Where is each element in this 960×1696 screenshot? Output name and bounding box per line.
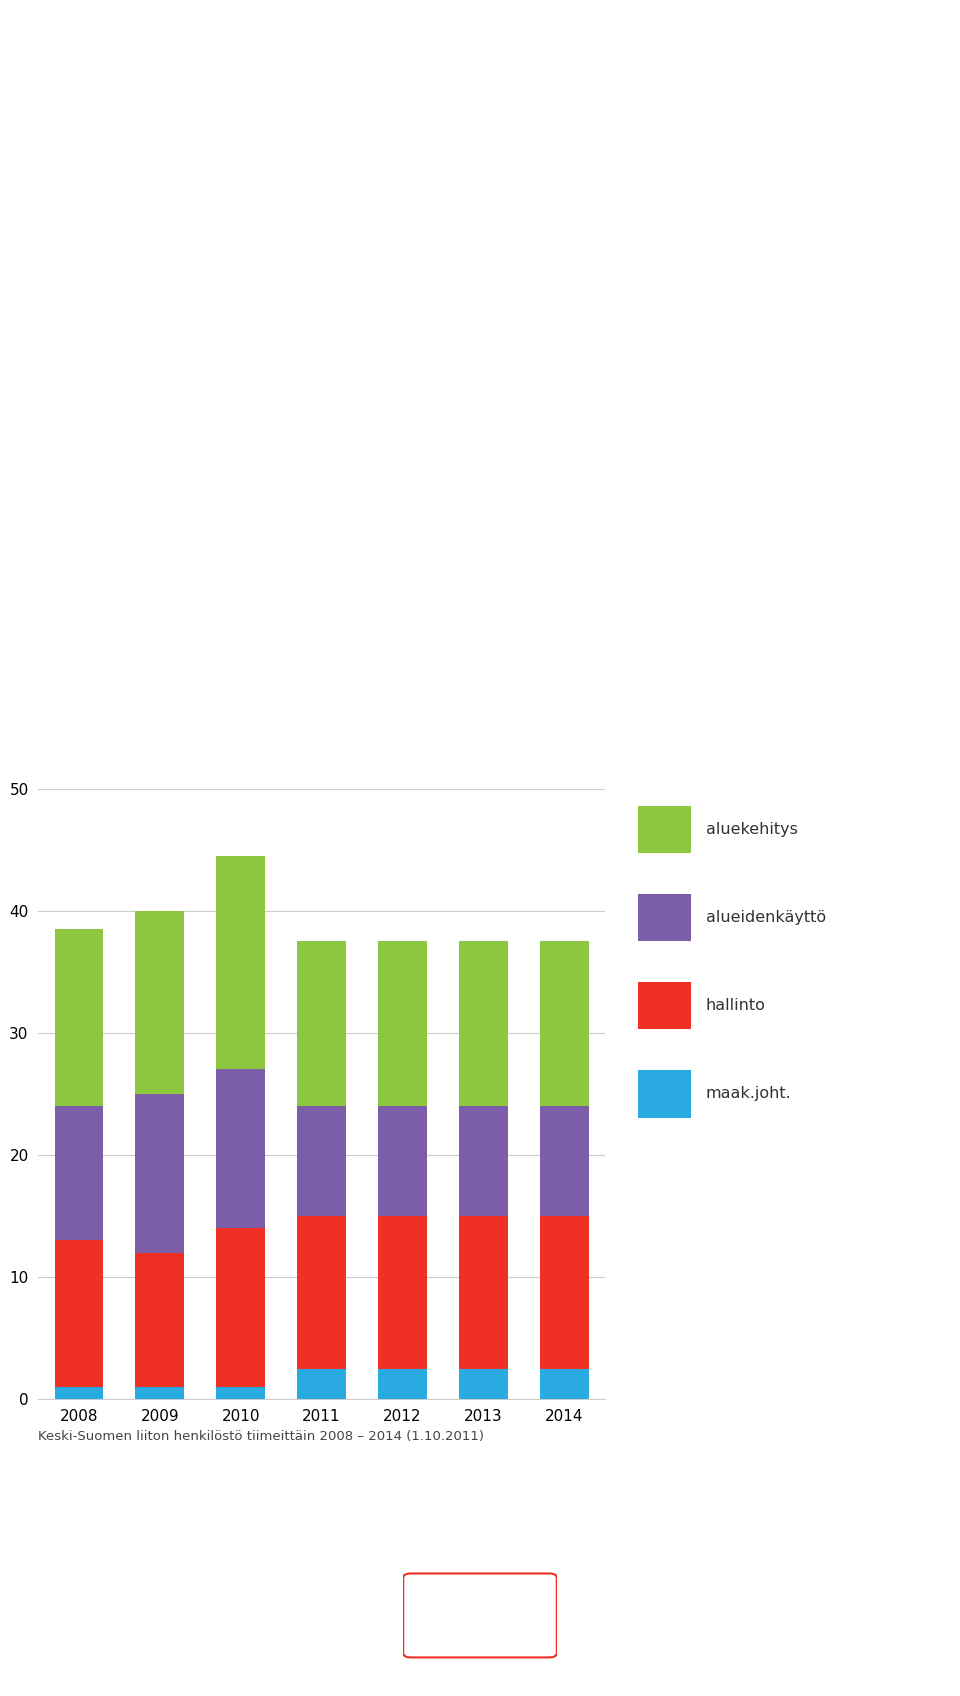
Bar: [459, 1106, 508, 1216]
Bar: [459, 1369, 508, 1399]
Bar: [540, 1106, 588, 1216]
Bar: [298, 941, 346, 1106]
Bar: [540, 1216, 588, 1369]
Bar: [378, 1369, 427, 1399]
Text: alueidenkäyttö: alueidenkäyttö: [706, 911, 826, 924]
Bar: [216, 1070, 265, 1228]
Bar: [216, 1228, 265, 1387]
Bar: [378, 1216, 427, 1369]
Text: Keski-Suomen liiton henkilöstö tiimeittäin 2008 – 2014 (1.10.2011): Keski-Suomen liiton henkilöstö tiimeittä…: [38, 1430, 485, 1443]
Text: maak.joht.: maak.joht.: [706, 1087, 791, 1101]
Bar: [540, 1369, 588, 1399]
Bar: [540, 941, 588, 1106]
Bar: [55, 1387, 103, 1399]
Text: aluekehitys: aluekehitys: [706, 823, 798, 836]
Bar: [55, 1106, 103, 1240]
Text: hallinto: hallinto: [706, 999, 765, 1013]
Bar: [298, 1216, 346, 1369]
Bar: [135, 1094, 184, 1253]
Bar: [459, 941, 508, 1106]
Bar: [378, 1106, 427, 1216]
Bar: [55, 1240, 103, 1387]
Bar: [216, 856, 265, 1070]
Text: 10: 10: [468, 1606, 492, 1625]
Bar: [298, 1369, 346, 1399]
Bar: [298, 1106, 346, 1216]
Bar: [135, 1387, 184, 1399]
Bar: [135, 1253, 184, 1387]
Bar: [55, 929, 103, 1106]
Bar: [216, 1387, 265, 1399]
Bar: [135, 911, 184, 1094]
Bar: [378, 941, 427, 1106]
Bar: [459, 1216, 508, 1369]
FancyBboxPatch shape: [403, 1574, 557, 1657]
